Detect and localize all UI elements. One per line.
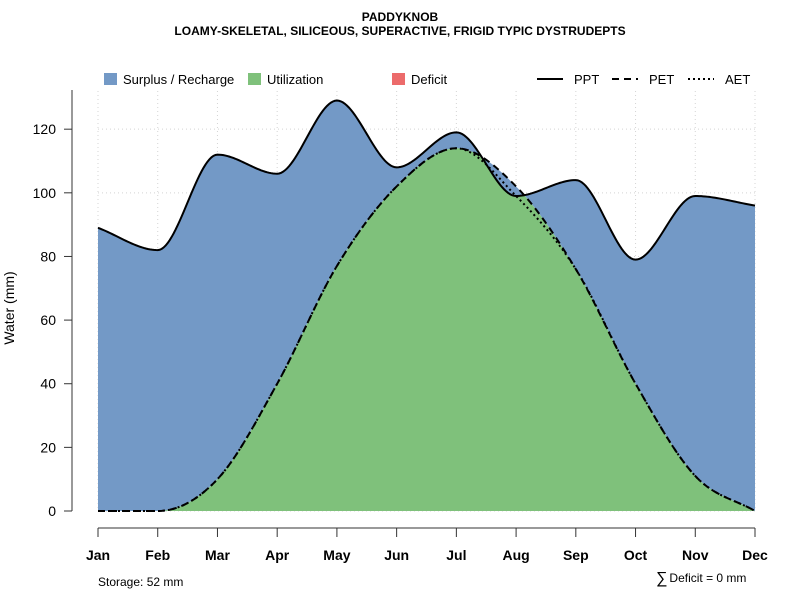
chart-title: PADDYKNOB	[361, 10, 439, 24]
x-tick-label: May	[323, 547, 350, 563]
chart-subtitle: LOAMY-SKELETAL, SILICEOUS, SUPERACTIVE, …	[174, 24, 626, 38]
legend-label: AET	[725, 72, 750, 87]
x-tick-label: Aug	[502, 547, 529, 563]
legend-label: Surplus / Recharge	[123, 72, 234, 87]
y-tick-label: 100	[33, 185, 57, 201]
legend: Surplus / Recharge Utilization Deficit PPT P…	[104, 72, 750, 87]
x-tick-label: Mar	[205, 547, 230, 563]
x-tick-label: Nov	[682, 547, 709, 563]
series-line-pet	[98, 147, 756, 512]
legend-label: Utilization	[267, 72, 323, 87]
y-tick-label: 60	[40, 312, 56, 328]
x-tick-label: Jun	[384, 547, 409, 563]
y-tick-label: 40	[40, 376, 56, 392]
y-tick-label: 0	[48, 503, 56, 519]
y-axis-label: Water (mm)	[1, 271, 17, 344]
deficit-text: Deficit = 0 mm	[669, 571, 747, 585]
series-line-aet	[98, 147, 756, 512]
y-tick-label: 80	[40, 248, 56, 264]
x-tick-label: Jul	[446, 547, 466, 563]
x-tick-label: Jan	[86, 547, 110, 563]
y-tick-label: 20	[40, 439, 56, 455]
areas	[98, 100, 755, 512]
x-tick-label: Apr	[265, 547, 290, 563]
surplus-recharge-area	[98, 100, 755, 512]
y-tick-label: 120	[33, 121, 57, 137]
sigma-symbol: ∑	[656, 570, 668, 587]
axes: 0 20 40 60 80 100 120 Water (mm) Jan Feb Mar Apr May…	[1, 90, 768, 563]
storage-note: Storage: 52 mm	[98, 575, 184, 589]
legend-swatch	[248, 73, 261, 85]
utilization-area	[98, 148, 755, 511]
deficit-note: ∑ Deficit = 0 mm	[656, 570, 746, 588]
legend-swatch	[104, 73, 117, 85]
legend-label: PPT	[574, 72, 599, 87]
legend-label: Deficit	[411, 72, 448, 87]
legend-label: PET	[649, 72, 674, 87]
legend-swatch	[392, 73, 405, 85]
x-tick-label: Sep	[563, 547, 589, 563]
series-line-ppt	[97, 99, 756, 261]
x-tick-label: Dec	[742, 547, 768, 563]
series-lines	[97, 99, 756, 512]
x-tick-label: Oct	[624, 547, 648, 563]
x-tick-label: Feb	[145, 547, 170, 563]
